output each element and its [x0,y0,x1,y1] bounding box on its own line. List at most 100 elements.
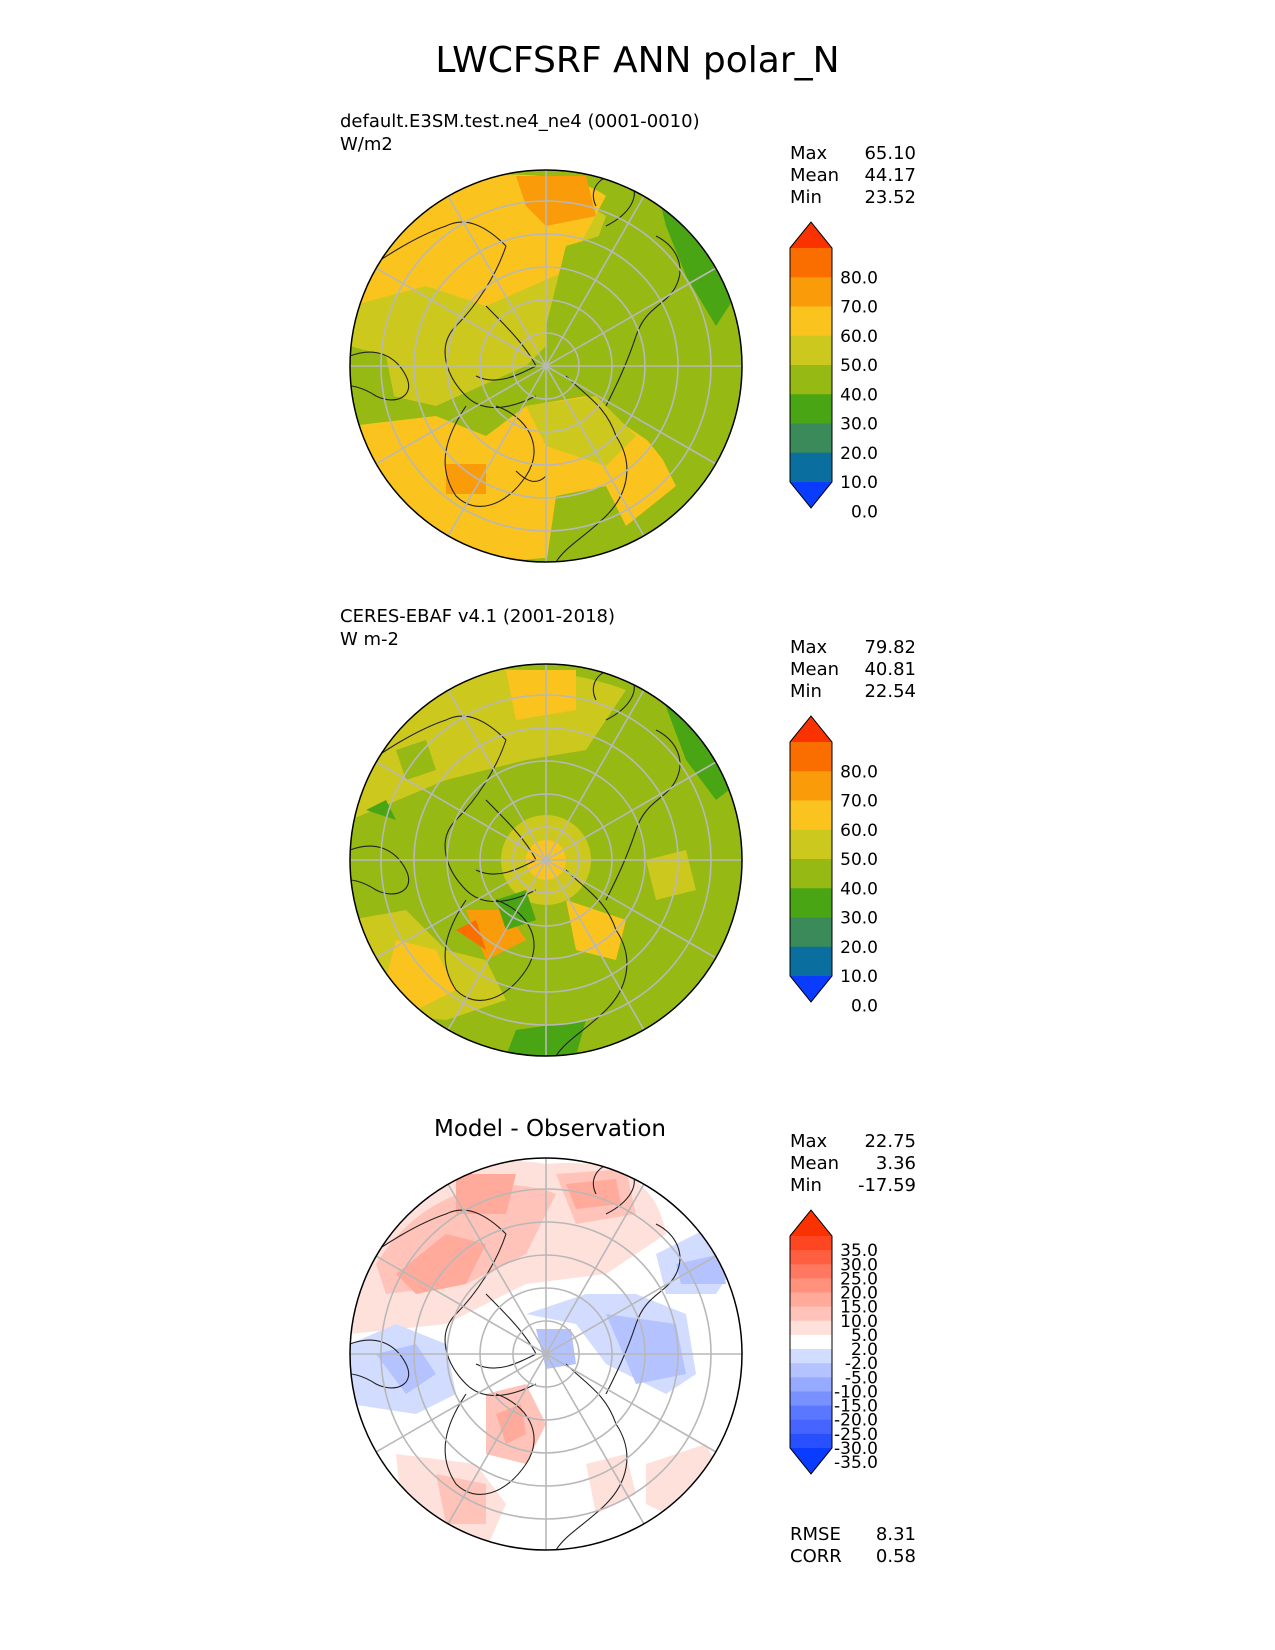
test-colorbar-extend-max [790,222,832,248]
diff-stats: Max 22.75 Mean 3.36 Min -17.59 [790,1131,916,1197]
reference-colorbar-segment [790,742,832,772]
difference-colorbar-tick-label: 20.0 [840,1284,878,1304]
test-colorbar-segment [790,277,832,307]
difference-colorbar-tick-label: 10.0 [840,1312,878,1332]
difference-colorbar-segment [790,1377,832,1392]
test-colorbar: 80.0 70.0 60.0 50.0 40.0 30.0 20.0 10.0 0.0 [789,221,878,522]
test-colorbar-tick-label: 10.0 [840,473,878,493]
difference-colorbar-segment [790,1405,832,1421]
test-colorbar-tick-label: 30.0 [840,415,878,435]
reference-colorbar-segment [790,888,832,918]
test-max-label: Max [790,143,828,164]
reference-colorbar-segment [790,859,832,889]
test-colorbar-tick-label: 80.0 [840,268,878,288]
diff-graticule [350,1158,742,1550]
reference-colorbar-tick-label: 40.0 [840,879,878,899]
test-min-value: 23.52 [864,187,916,208]
diff-mean-label: Mean [790,1153,840,1174]
ref-min-label: Min [790,681,822,702]
reference-colorbar-segment [790,771,832,801]
difference-colorbar-tick-label: 30.0 [840,1255,878,1275]
difference-colorbar-segment [790,1334,832,1350]
difference-colorbar-tick-label: -25.0 [834,1425,878,1445]
difference-colorbar-extend-min [790,1448,832,1474]
ref-min-value: 22.54 [864,681,916,702]
ref-map-border [349,663,743,1057]
diff-colorbar: 35.030.025.020.015.010.05.02.0-2.0-5.0-1… [789,1209,878,1475]
reference-colorbar-tick-label: 0.0 [851,996,878,1016]
reference-colorbar-tick-label: 80.0 [840,762,878,782]
difference-colorbar-segment [790,1320,832,1336]
test-colorbar-segment [790,306,832,337]
reference-colorbar-extend-min [790,976,832,1002]
diff-coastlines [350,1162,681,1550]
test-colorbar-tick-label: 40.0 [840,385,878,405]
ref-stats: Max 79.82 Mean 40.81 Min 22.54 [790,637,916,703]
test-colorbar-outline [789,221,833,509]
reference-colorbar-segment [790,800,832,831]
difference-colorbar-tick-label: -35.0 [834,1453,878,1473]
diff-max-value: 22.75 [864,1131,916,1152]
difference-colorbar-segment [790,1349,832,1364]
difference-colorbar-segment [790,1278,832,1294]
test-colorbar-extend-min [790,482,832,508]
difference-colorbar-segment [790,1264,832,1279]
difference-colorbar-tick-label: 35.0 [840,1241,878,1261]
test-colorbar-tick-label: 50.0 [840,356,878,376]
diff-min-value: -17.59 [857,1175,916,1196]
figure-title: LWCFSRF ANN polar_N [435,40,840,81]
rmse-label: RMSE [790,1524,841,1545]
reference-colorbar-tick-label: 60.0 [840,821,878,841]
test-polar-map [349,169,743,563]
corr-label: CORR [790,1546,842,1567]
test-colorbar-segment [790,335,832,366]
test-map-border [349,169,743,563]
difference-colorbar-segment [790,1363,832,1378]
difference-colorbar-segment [790,1236,832,1251]
difference-colorbar-tick-label: -10.0 [834,1382,878,1402]
test-max-value: 65.10 [864,143,916,164]
test-graticule [350,170,742,562]
difference-colorbar-segment [790,1292,832,1308]
rmse-value: 8.31 [875,1524,916,1545]
ref-polar-map [349,663,743,1057]
reference-colorbar-tick-label: 10.0 [840,967,878,987]
test-colorbar-segment [790,394,832,424]
reference-colorbar-tick-label: 50.0 [840,850,878,870]
difference-colorbar-tick-label: 2.0 [851,1340,878,1360]
test-colorbar-tick-label: 20.0 [840,444,878,464]
reference-colorbar-segment [790,946,832,977]
ref-max-value: 79.82 [864,637,916,658]
difference-colorbar-tick-label: 15.0 [840,1298,878,1318]
diff-min-label: Min [790,1175,822,1196]
ref-colorbar: 80.0 70.0 60.0 50.0 40.0 30.0 20.0 10.0 0.0 [789,715,878,1016]
test-case-name: default.E3SM.test.ne4_ne4 (0001-0010) [340,111,700,132]
diff-mean-value: 3.36 [875,1153,916,1174]
test-colorbar-segment [790,248,832,278]
test-mean-value: 44.17 [864,165,916,186]
test-min-label: Min [790,187,822,208]
test-stats: Max 65.10 Mean 44.17 Min 23.52 [790,143,916,209]
test-colorbar-segment [790,365,832,395]
ref-subtitle: CERES-EBAF v4.1 (2001-2018) W m-2 [340,605,615,651]
ref-units: W m-2 [340,629,400,650]
ref-mean-label: Mean [790,659,840,680]
test-mean-label: Mean [790,165,840,186]
difference-colorbar-tick-label: 5.0 [851,1326,878,1346]
difference-colorbar-tick-label: -20.0 [834,1411,878,1431]
ref-mean-value: 40.81 [864,659,916,680]
difference-colorbar-tick-label: 25.0 [840,1269,878,1289]
difference-colorbar-tick-label: -2.0 [845,1354,878,1374]
diff-max-label: Max [790,1131,828,1152]
test-subtitle: default.E3SM.test.ne4_ne4 (0001-0010) W/… [340,110,700,156]
corr-value: 0.58 [875,1546,916,1567]
difference-colorbar-segment [790,1306,832,1322]
difference-colorbar-tick-label: -15.0 [834,1397,878,1417]
test-units: W/m2 [340,134,393,155]
diff-metrics: RMSE 8.31 CORR 0.58 [790,1524,916,1568]
difference-colorbar-outline [789,1209,833,1475]
reference-colorbar-tick-label: 70.0 [840,792,878,812]
test-colorbar-tick-label: 70.0 [840,298,878,318]
reference-colorbar-outline [789,715,833,1003]
ref-max-label: Max [790,637,828,658]
